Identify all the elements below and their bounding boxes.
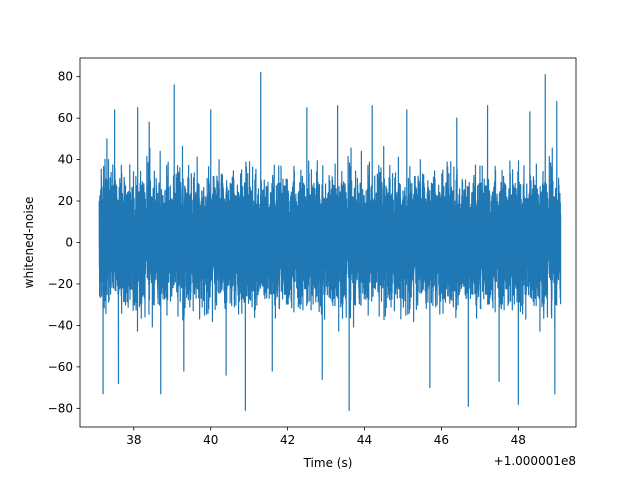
y-tick-label: −40	[48, 318, 73, 332]
y-tick-label: 20	[58, 194, 73, 208]
y-tick-label: 60	[58, 111, 73, 125]
y-tick-label: 0	[65, 236, 73, 250]
x-tick-label: 44	[357, 433, 372, 447]
y-tick-label: −20	[48, 277, 73, 291]
y-tick-label: 40	[58, 153, 73, 167]
x-tick-label: 40	[203, 433, 218, 447]
y-axis-title: whitened-noise	[22, 197, 36, 289]
y-tick-label: −60	[48, 360, 73, 374]
x-tick-label: 48	[511, 433, 526, 447]
x-tick-label: 38	[126, 433, 141, 447]
x-axis: 38 40 42 44 46 48	[126, 427, 526, 447]
y-tick-label: 80	[58, 70, 73, 84]
series-line	[98, 71, 562, 412]
x-offset-label: +1.000001e8	[494, 454, 576, 468]
x-tick-label: 46	[434, 433, 449, 447]
x-axis-title: Time (s)	[303, 456, 353, 470]
x-tick-label: 42	[280, 433, 295, 447]
y-axis: −80 −60 −40 −20 0 20 40 60 80	[48, 70, 80, 415]
y-tick-label: −80	[48, 401, 73, 415]
